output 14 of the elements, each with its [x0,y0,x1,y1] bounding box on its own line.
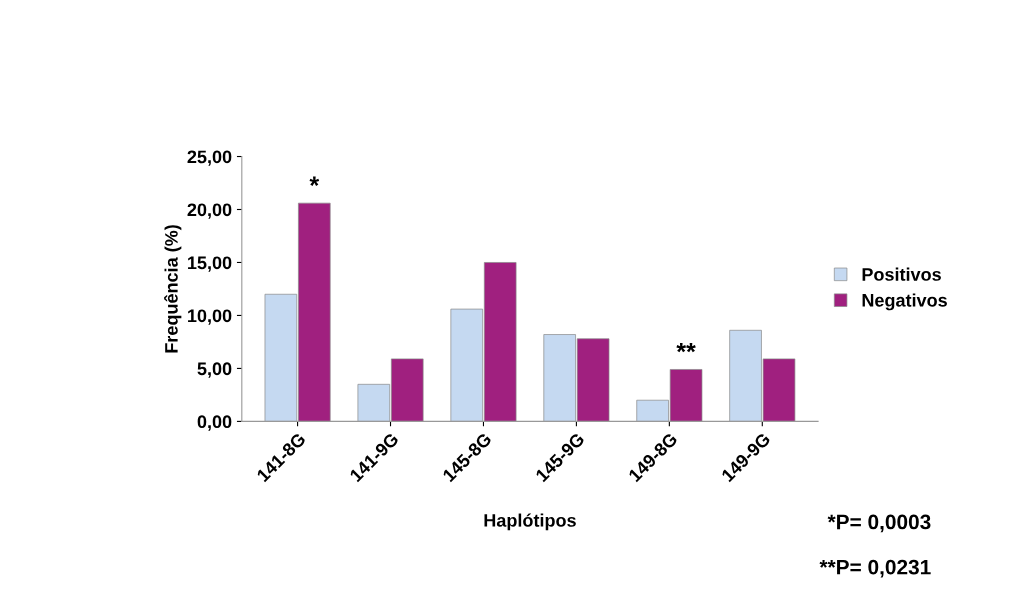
y-tick-label: 25,00 [187,150,232,166]
text: *P= 0,0003 [827,514,931,533]
x-axis-title: Haplótipos [484,513,576,531]
y-tick-label: 20,00 [187,203,232,219]
legend-label: Negativos [862,293,947,311]
text: **P= 0,0231 [819,559,931,578]
legend-label: Positivos [862,267,941,281]
y-tick-label: 5,00 [197,362,232,378]
y-tick-label: 15,00 [188,256,232,272]
annotation: ** [676,342,696,353]
y-tick-label: 0,00 [197,415,232,431]
y-tick-label: 10,00 [188,309,232,325]
y-axis-title: Frequência (%) [164,225,182,353]
annotation: * [309,176,320,186]
